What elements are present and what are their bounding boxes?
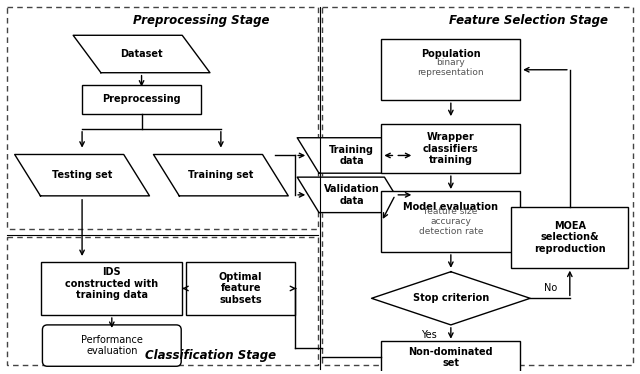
Polygon shape xyxy=(73,35,210,73)
Text: feature size
accuracy
detection rate: feature size accuracy detection rate xyxy=(419,206,483,236)
Text: Training
data: Training data xyxy=(329,145,374,166)
Polygon shape xyxy=(15,154,150,196)
Text: Validation
data: Validation data xyxy=(324,184,380,206)
Text: Performance
evaluation: Performance evaluation xyxy=(81,335,143,356)
Bar xyxy=(7,7,318,229)
Text: Non-dominated
set: Non-dominated set xyxy=(408,347,493,368)
Bar xyxy=(186,262,295,315)
Text: IDS
constructed with
training data: IDS constructed with training data xyxy=(65,267,158,300)
Text: Training set: Training set xyxy=(188,170,253,180)
Text: MOEA
selection&
reproduction: MOEA selection& reproduction xyxy=(534,221,605,254)
Polygon shape xyxy=(297,177,406,212)
Polygon shape xyxy=(372,272,530,325)
Bar xyxy=(42,262,182,315)
Text: Population: Population xyxy=(421,49,481,59)
Text: Stop criterion: Stop criterion xyxy=(413,293,489,303)
Bar xyxy=(381,341,520,374)
Text: binary
representation: binary representation xyxy=(417,58,484,77)
FancyBboxPatch shape xyxy=(42,325,181,366)
Bar xyxy=(381,191,520,252)
Bar xyxy=(381,124,520,173)
Text: Dataset: Dataset xyxy=(120,49,163,59)
Bar xyxy=(7,237,318,365)
Text: Classification Stage: Classification Stage xyxy=(145,349,276,362)
Text: Yes: Yes xyxy=(421,330,437,340)
Polygon shape xyxy=(154,154,288,196)
Text: No: No xyxy=(545,283,557,294)
Text: Model evaluation: Model evaluation xyxy=(403,202,499,212)
Polygon shape xyxy=(297,138,406,173)
Text: Preprocessing: Preprocessing xyxy=(102,94,181,104)
Bar xyxy=(511,207,628,268)
Bar xyxy=(82,85,201,114)
Text: Feature Selection Stage: Feature Selection Stage xyxy=(449,14,607,27)
Bar xyxy=(322,7,633,365)
Text: Preprocessing Stage: Preprocessing Stage xyxy=(132,14,269,27)
Text: Wrapper
classifiers
training: Wrapper classifiers training xyxy=(423,132,479,165)
Text: Optimal
feature
subsets: Optimal feature subsets xyxy=(219,272,262,305)
Bar xyxy=(381,39,520,100)
Text: Testing set: Testing set xyxy=(52,170,112,180)
